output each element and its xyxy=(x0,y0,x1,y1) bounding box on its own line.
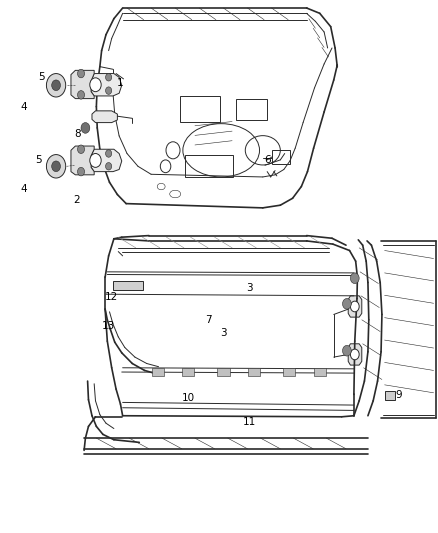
Text: 4: 4 xyxy=(21,102,28,111)
Bar xyxy=(272,150,290,164)
Circle shape xyxy=(350,349,359,360)
Text: 8: 8 xyxy=(74,130,81,139)
Circle shape xyxy=(78,91,85,99)
Text: 3: 3 xyxy=(246,283,253,293)
Text: 7: 7 xyxy=(205,315,212,325)
Bar xyxy=(236,99,267,120)
Circle shape xyxy=(343,298,351,309)
Bar xyxy=(185,155,233,177)
Text: 9: 9 xyxy=(395,391,402,400)
Circle shape xyxy=(90,154,101,167)
Bar xyxy=(385,391,395,400)
Circle shape xyxy=(46,74,66,97)
Circle shape xyxy=(52,80,60,91)
Circle shape xyxy=(81,123,90,133)
Text: 1: 1 xyxy=(117,78,124,87)
Text: 3: 3 xyxy=(220,328,227,338)
Circle shape xyxy=(106,74,112,81)
Circle shape xyxy=(78,167,85,176)
Circle shape xyxy=(90,78,101,92)
Polygon shape xyxy=(91,74,122,96)
Circle shape xyxy=(52,161,60,172)
Text: 4: 4 xyxy=(21,184,28,194)
Circle shape xyxy=(78,145,85,154)
Circle shape xyxy=(106,87,112,94)
Text: 13: 13 xyxy=(102,321,115,331)
Circle shape xyxy=(46,155,66,178)
Bar xyxy=(180,96,220,122)
Polygon shape xyxy=(91,149,122,172)
Bar xyxy=(152,368,164,376)
Polygon shape xyxy=(71,146,94,175)
Bar xyxy=(113,281,143,290)
Text: 2: 2 xyxy=(73,195,80,205)
Text: 10: 10 xyxy=(182,393,195,403)
Polygon shape xyxy=(71,70,94,99)
Circle shape xyxy=(350,273,359,284)
Polygon shape xyxy=(348,344,362,365)
Bar xyxy=(248,368,260,376)
Circle shape xyxy=(350,301,359,312)
Text: 5: 5 xyxy=(38,72,45,82)
Text: 6: 6 xyxy=(264,155,271,165)
Circle shape xyxy=(78,69,85,78)
Circle shape xyxy=(106,150,112,157)
Bar xyxy=(182,368,194,376)
Circle shape xyxy=(343,345,351,356)
Polygon shape xyxy=(92,111,117,123)
Bar xyxy=(283,368,295,376)
Circle shape xyxy=(106,163,112,170)
Bar xyxy=(217,368,230,376)
Bar xyxy=(314,368,326,376)
Text: 12: 12 xyxy=(105,293,118,302)
Polygon shape xyxy=(348,296,362,317)
Text: 5: 5 xyxy=(35,155,42,165)
Text: 11: 11 xyxy=(243,417,256,427)
